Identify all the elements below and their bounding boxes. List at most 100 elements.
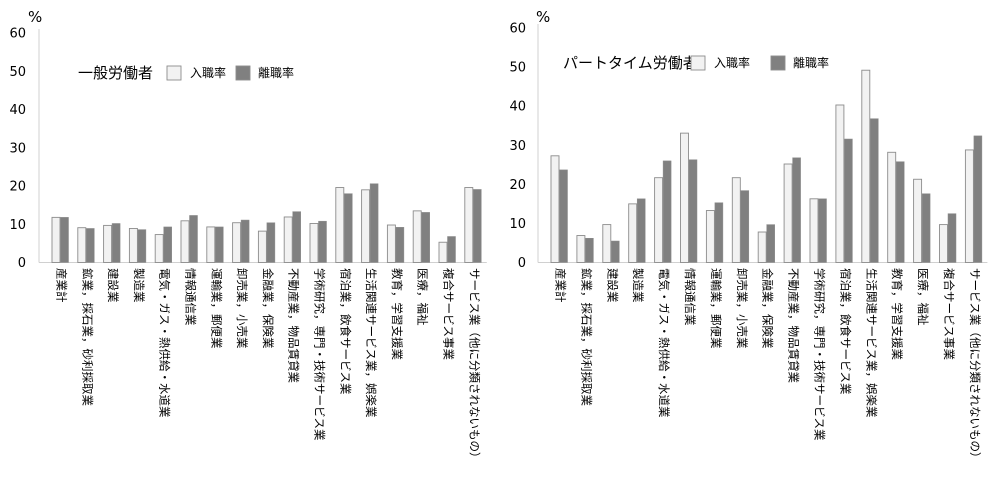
bar-separation-rate — [844, 138, 853, 263]
category-label: 建設業 — [605, 268, 619, 303]
bar-separation-rate — [111, 223, 121, 263]
bar-separation-rate — [973, 135, 983, 263]
bar-separation-rate — [369, 183, 379, 263]
bar-separation-rate — [636, 198, 646, 263]
bar-entry-rate — [77, 227, 87, 263]
bar-entry-rate — [887, 151, 897, 263]
y-tick-label: 10 — [509, 217, 526, 232]
category-label: サービス業（他に分類されないもの） — [467, 268, 481, 464]
bar-entry-rate — [128, 228, 138, 263]
bar-separation-rate — [895, 161, 905, 263]
bar-entry-rate — [835, 104, 845, 263]
bar-separation-rate — [189, 215, 198, 263]
bar-separation-rate — [86, 228, 95, 263]
y-tick-label: 50 — [9, 65, 26, 80]
y-tick-label: 20 — [509, 178, 526, 193]
chart-panel-2: % 0 10 20 30 40 50 60 産業計 鉱業，採石業，砂利採取業 建設業 製造業 電気・ガス… — [509, 8, 988, 464]
bar-entry-rate — [550, 155, 560, 263]
category-label: 製造業 — [631, 268, 645, 303]
bar-separation-rate — [792, 157, 801, 263]
bar-entry-rate — [51, 216, 61, 263]
category-label: 電気・ガス・熱供給・水道業 — [657, 268, 671, 418]
bar-entry-rate — [654, 177, 664, 263]
category-label: 生活関連サービス業，娯楽業 — [864, 268, 878, 418]
bar-separation-rate — [585, 238, 594, 263]
y-tick-label: 0 — [18, 256, 26, 271]
legend: パートタイム労働者 入職率 離職率 — [563, 54, 829, 72]
y-tick-label: 40 — [9, 103, 26, 118]
category-label: 運輸業，郵便業 — [209, 268, 223, 349]
legend-label-separation-rate: 離職率 — [793, 55, 829, 70]
category-label: 電気・ガス・熱供給・水道業 — [158, 268, 172, 418]
category-label: 宿泊業，飲食サービス業 — [338, 268, 352, 395]
category-label: 不動産業，物品賃貸業 — [787, 268, 801, 383]
legend-swatch-entry-rate — [690, 55, 706, 71]
bar-entry-rate — [731, 177, 741, 263]
legend-label-entry-rate: 入職率 — [714, 55, 750, 70]
bar-entry-rate — [309, 223, 319, 263]
category-label: サービス業（他に分類されないもの） — [968, 268, 982, 464]
bar-entry-rate — [861, 69, 871, 263]
legend-label-entry-rate: 入職率 — [190, 65, 226, 80]
y-unit-label: % — [28, 8, 42, 26]
category-label: 金融業，保険業 — [261, 268, 275, 349]
y-tick-label: 20 — [9, 180, 26, 195]
chart-panel-1: % 0 10 20 30 40 50 60 産業計 鉱業，採石業，砂利採取業 建設業 製造業 電気・ガス… — [9, 8, 487, 464]
bar-separation-rate — [947, 213, 957, 263]
bar-separation-rate — [766, 224, 775, 263]
bar-separation-rate — [662, 160, 672, 263]
legend-title: パートタイム労働者 — [563, 54, 698, 72]
y-tick-label: 0 — [518, 256, 526, 271]
category-label: 卸売業，小売業 — [735, 268, 749, 349]
category-label: 建設業 — [106, 268, 120, 303]
category-label: 医療，福祉 — [916, 268, 930, 326]
bar-entry-rate — [628, 203, 638, 263]
category-label: 産業計 — [55, 268, 69, 303]
bar-separation-rate — [215, 226, 224, 263]
bar-separation-rate — [266, 222, 276, 263]
legend: 一般労働者 入職率 離職率 — [78, 64, 294, 82]
category-label: 複合サービス事業 — [942, 268, 956, 360]
bar-entry-rate — [232, 222, 242, 263]
legend-label-separation-rate: 離職率 — [258, 65, 294, 80]
bar-separation-rate — [611, 240, 620, 263]
y-tick-label: 60 — [9, 27, 26, 42]
y-tick-label: 40 — [509, 100, 526, 115]
y-tick-label: 60 — [509, 22, 526, 37]
bar-entry-rate — [913, 178, 923, 263]
category-label: 鉱業，採石業，砂利採取業 — [579, 268, 593, 406]
y-tick-label: 30 — [509, 139, 526, 154]
bar-entry-rate — [783, 163, 793, 263]
bar-separation-rate — [344, 193, 353, 263]
category-label: 学術研究，専門・技術サービス業 — [313, 268, 327, 441]
bar-entry-rate — [602, 224, 612, 263]
category-label: 情報通信業 — [683, 268, 697, 326]
category-label: 鉱業，採石業，砂利採取業 — [80, 268, 94, 406]
category-label: 医療，福祉 — [416, 268, 430, 326]
category-label: 運輸業，郵便業 — [709, 268, 723, 349]
bar-entry-rate — [103, 224, 113, 263]
y-tick-label: 50 — [509, 61, 526, 76]
bar-entry-rate — [809, 198, 819, 263]
y-unit-label: % — [536, 8, 550, 26]
bar-entry-rate — [206, 226, 216, 263]
category-label: 生活関連サービス業，娯楽業 — [364, 268, 378, 418]
bar-separation-rate — [870, 118, 879, 263]
bar-entry-rate — [154, 234, 164, 263]
bar-separation-rate — [318, 220, 327, 263]
bar-entry-rate — [464, 187, 474, 263]
category-label: 卸売業，小売業 — [235, 268, 249, 349]
category-label: 製造業 — [132, 268, 146, 303]
y-tick-label: 30 — [9, 141, 26, 156]
y-tick-label: 10 — [9, 218, 26, 233]
bar-separation-rate — [60, 217, 69, 263]
bar-entry-rate — [964, 149, 974, 263]
bar-separation-rate — [473, 189, 482, 263]
bar-entry-rate — [361, 189, 371, 263]
category-label: 宿泊業，飲食サービス業 — [838, 268, 852, 395]
legend-title: 一般労働者 — [78, 64, 153, 82]
bar-separation-rate — [137, 229, 147, 263]
bar-separation-rate — [921, 193, 931, 263]
bar-entry-rate — [180, 220, 190, 263]
